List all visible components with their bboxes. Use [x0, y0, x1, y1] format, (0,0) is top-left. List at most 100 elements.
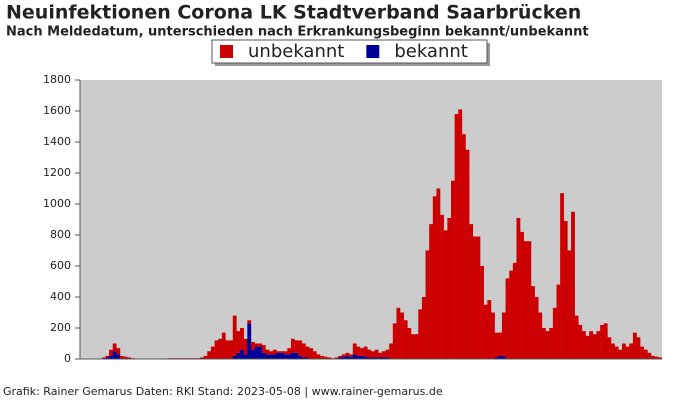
bar	[258, 343, 263, 347]
y-tick-label: 1800	[43, 73, 71, 86]
bar	[443, 230, 448, 359]
bar	[229, 340, 233, 359]
bar	[236, 352, 241, 359]
y-tick-label: 600	[50, 259, 71, 272]
bar	[345, 355, 350, 359]
bar	[552, 307, 557, 359]
bar	[290, 338, 295, 353]
bar	[240, 328, 244, 350]
bar	[294, 340, 299, 353]
bar	[501, 312, 506, 356]
bar	[621, 343, 626, 359]
bar	[374, 357, 379, 359]
bar	[658, 357, 663, 359]
bar	[501, 355, 506, 359]
bar	[374, 349, 379, 358]
bar	[632, 332, 637, 359]
bar	[585, 335, 590, 359]
legend-box	[211, 39, 488, 64]
bar	[301, 357, 306, 359]
footer: Grafik: Rainer Gemarus Daten: RKI Stand:…	[3, 385, 443, 398]
bar	[225, 340, 230, 359]
bar	[218, 338, 223, 359]
bar	[381, 357, 386, 359]
bar	[629, 343, 634, 359]
bar	[247, 320, 252, 324]
bar	[243, 354, 248, 359]
legend-label: bekannt	[394, 41, 468, 62]
bar	[327, 357, 332, 359]
bar	[505, 278, 510, 359]
bar	[538, 312, 543, 359]
bar	[294, 352, 299, 359]
bar	[396, 307, 401, 359]
bar	[578, 324, 583, 359]
bar	[385, 357, 390, 359]
bar	[341, 356, 346, 359]
bar	[240, 349, 244, 359]
bar	[323, 356, 328, 359]
bar	[305, 357, 310, 359]
bar	[232, 355, 237, 359]
y-tick-label: 0	[64, 352, 71, 365]
bar	[654, 356, 659, 359]
bar	[214, 340, 219, 359]
bar	[250, 341, 255, 350]
y-tick-label: 1400	[43, 135, 71, 148]
bar	[469, 224, 474, 359]
bar	[560, 193, 564, 359]
bar	[520, 231, 524, 359]
bar	[360, 355, 364, 359]
bar	[381, 351, 386, 358]
bar	[112, 343, 117, 352]
bar	[101, 357, 106, 359]
bar	[614, 346, 619, 359]
chart-subtitle: Nach Meldedatum, unterschieden nach Erkr…	[6, 25, 589, 40]
bar	[301, 343, 306, 358]
bar	[640, 346, 645, 359]
bar	[596, 331, 601, 359]
bar	[283, 354, 288, 359]
bar	[509, 270, 514, 359]
bar	[527, 241, 532, 359]
bar	[123, 356, 128, 359]
bar	[363, 356, 368, 359]
bar	[116, 348, 121, 355]
y-tick-label: 400	[50, 290, 71, 303]
bar	[556, 284, 561, 359]
bar	[287, 348, 292, 355]
bar	[207, 351, 212, 359]
bar	[600, 324, 604, 359]
bar	[549, 328, 554, 359]
bar	[581, 331, 586, 359]
bar	[432, 196, 437, 359]
bar	[352, 343, 357, 355]
bar	[356, 355, 361, 359]
bar	[338, 355, 343, 358]
bar	[400, 312, 404, 359]
bar	[403, 320, 408, 359]
bar	[618, 349, 623, 359]
bar	[516, 217, 521, 359]
bar	[254, 343, 259, 347]
bar	[269, 351, 273, 355]
bar	[491, 312, 495, 359]
bar	[345, 352, 350, 356]
bar	[298, 340, 303, 356]
bar	[378, 352, 383, 358]
bar	[371, 351, 375, 358]
bar	[210, 346, 215, 359]
bar	[436, 188, 441, 359]
bar	[545, 331, 550, 359]
bar	[283, 351, 288, 355]
bar	[320, 355, 324, 359]
bar	[276, 352, 281, 359]
bar	[287, 354, 292, 359]
bar	[109, 355, 113, 359]
bar	[498, 332, 503, 356]
bar	[247, 323, 252, 359]
bar	[425, 250, 430, 359]
bar	[334, 357, 339, 359]
bar	[356, 346, 361, 356]
